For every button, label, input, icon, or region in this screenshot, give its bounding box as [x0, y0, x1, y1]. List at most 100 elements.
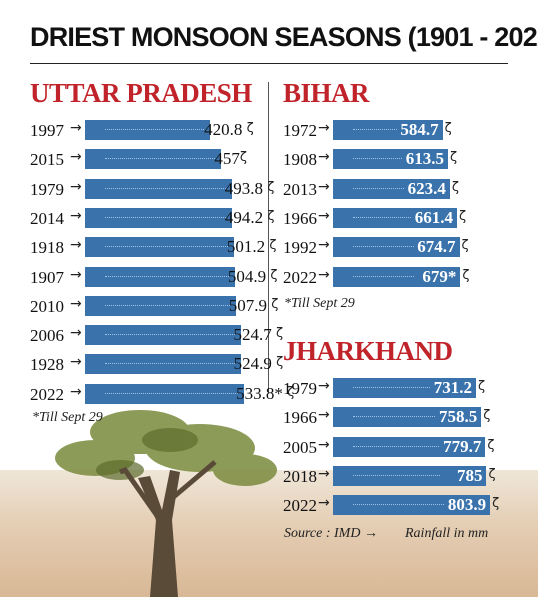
value-label: 420.8 [204, 120, 243, 139]
arrow-right-icon: → [318, 120, 330, 136]
value-label: 504.9 [227, 266, 267, 286]
bar [85, 354, 242, 375]
bar [85, 207, 233, 228]
arrow-right-icon: → [318, 378, 330, 394]
year-label: 1997 [30, 121, 64, 140]
bar-row: 1972 → 584.7 ζ [283, 118, 523, 142]
bar [333, 436, 486, 457]
end-hook-icon: ζ [488, 466, 496, 482]
section-title-uttar-pradesh: UTTAR PRADESH [30, 78, 252, 108]
bar-row: 1979 → 493.8 ζ [30, 177, 274, 201]
arrow-right-icon: → [70, 207, 82, 224]
year-label: 2005 [283, 437, 317, 457]
arrow-right-icon: → [70, 149, 82, 166]
bar-row: 1966 → 758.5 ζ [283, 405, 523, 429]
year-label: 2014 [30, 208, 64, 228]
bar [85, 383, 245, 404]
year-label: 1918 [30, 238, 64, 258]
arrow-right-icon: → [318, 178, 330, 195]
value-label: 494.2 [224, 207, 264, 227]
value-label: 803.9 [447, 495, 487, 515]
year-label: 1979 [283, 379, 317, 398]
bar [85, 120, 211, 140]
end-hook-icon: ζ [246, 121, 254, 136]
arrow-right-icon: → [70, 295, 82, 312]
bar-dotted-line [353, 216, 411, 218]
bar-row: 1928 → 524.9 ζ [30, 352, 283, 376]
year-label: 2022 [283, 267, 317, 287]
bar-dotted-line [353, 416, 436, 418]
year-label: 1979 [30, 179, 64, 199]
value-label: 661.4 [414, 207, 453, 227]
arrow-right-icon: → [318, 436, 330, 453]
end-hook-icon: ζ [267, 208, 275, 224]
year-label: 2010 [30, 296, 64, 316]
value-label: 493.8 [224, 178, 264, 198]
arrow-right-icon: → [70, 237, 82, 254]
bar-row: 2022 → 803.9 ζ [283, 493, 523, 517]
arrow-right-icon: → [318, 237, 330, 254]
year-label: 2006 [30, 326, 64, 346]
bar-row: 1907 → 504.9 ζ [30, 265, 278, 289]
bar-row: 1918 → 501.2 ζ [30, 235, 276, 259]
bar [333, 495, 491, 516]
bar [333, 407, 482, 428]
bar-dotted-line [353, 474, 441, 476]
year-label: 1928 [30, 355, 64, 375]
bar-row: 2005 → 779.7 ζ [283, 435, 523, 459]
year-label: 1907 [30, 267, 64, 287]
value-label: 758.5 [439, 407, 478, 427]
arrow-right-icon: → [70, 354, 82, 371]
arrow-right-icon: → [70, 120, 82, 136]
bar-row: 2014 → 494.2 ζ [30, 206, 274, 230]
bar [85, 295, 237, 316]
section-title-bihar: BIHAR [283, 78, 370, 108]
footnote-uttar-pradesh: *Till Sept 29 [32, 410, 103, 425]
bar-dotted-line [105, 158, 216, 160]
bar [333, 266, 461, 287]
bar [333, 378, 476, 398]
bar-row: 1979 → 731.2 ζ [283, 376, 523, 400]
bar-dotted-line [105, 216, 227, 218]
end-hook-icon: ζ [487, 437, 495, 453]
arrow-right-icon: → [70, 178, 82, 195]
bar [333, 207, 457, 228]
page-title: DRIEST MONSOON SEASONS (1901 - 2022) [30, 22, 538, 52]
end-hook-icon: ζ [459, 208, 467, 224]
end-hook-icon: ζ [451, 179, 459, 195]
year-label: 2022 [283, 496, 317, 516]
end-hook-icon: ζ [444, 121, 452, 136]
bar-dotted-line [105, 246, 229, 248]
bar [333, 178, 450, 199]
bar-row: 1966 → 661.4 ζ [283, 206, 523, 230]
bar-dotted-line [105, 275, 230, 277]
end-hook-icon: ζ [270, 267, 278, 283]
source-note: Source : IMD → [284, 526, 378, 542]
bar-row: 2006 → 524.7 ζ [30, 323, 283, 347]
bar-dotted-line [105, 187, 227, 189]
bar-dotted-line [105, 363, 236, 365]
end-hook-icon: ζ [483, 408, 491, 424]
bar-row: 1992 → 674.7 ζ [283, 235, 523, 259]
year-label: 2018 [283, 466, 317, 486]
value-label: 584.7 [400, 120, 439, 139]
year-label: 1908 [283, 150, 317, 170]
arrow-right-icon: → [70, 325, 82, 342]
bar-row: 2010 → 507.9 ζ [30, 294, 278, 318]
bar-row: 2022 → 533.8* ζ [30, 382, 294, 406]
value-label: 731.2 [433, 378, 472, 397]
end-hook-icon: ζ [239, 150, 247, 166]
section-title-jharkhand: JHARKHAND [283, 336, 453, 366]
arrow-right-icon: → [318, 266, 330, 283]
bar-dotted-line [353, 387, 430, 388]
value-label: 507.9 [228, 295, 268, 315]
value-label: 524.7 [233, 325, 272, 345]
value-label: 524.9 [233, 354, 272, 374]
title-divider [30, 63, 508, 64]
arrow-right-icon: → [360, 526, 378, 541]
end-hook-icon: ζ [276, 326, 284, 342]
value-label: 785 [456, 465, 483, 485]
unit-note: Rainfall in mm [405, 526, 489, 541]
